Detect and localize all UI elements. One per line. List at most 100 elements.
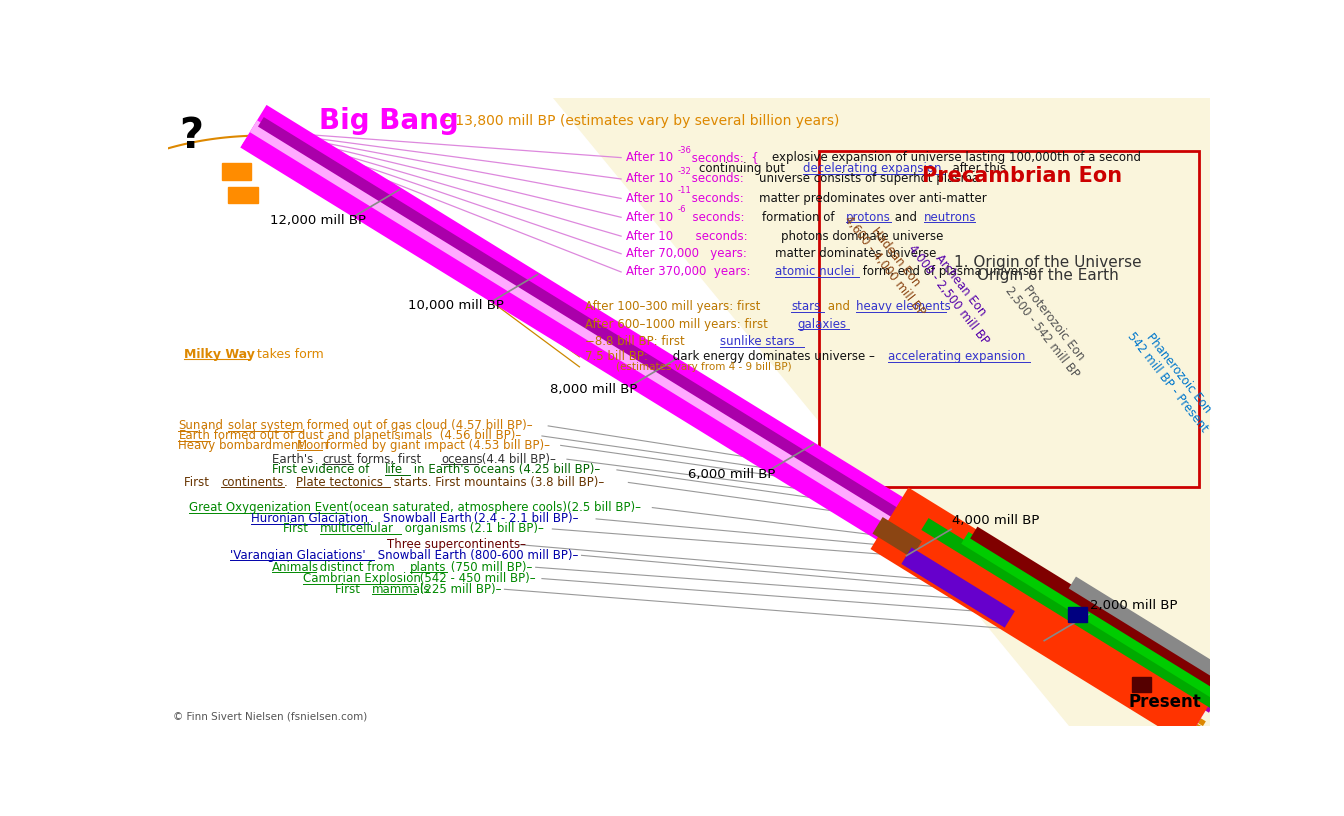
Text: (542 - 450 mill BP)–: (542 - 450 mill BP)– (415, 572, 535, 585)
Text: in Earth's oceans (4.25 bill BP)–: in Earth's oceans (4.25 bill BP)– (410, 463, 599, 477)
Text: and: and (824, 300, 853, 313)
Text: matter predominates over anti-matter: matter predominates over anti-matter (759, 192, 986, 205)
Text: 10,000 mill BP: 10,000 mill BP (409, 299, 504, 312)
Text: (750 mill BP)–: (750 mill BP)– (448, 561, 532, 574)
Text: and: and (891, 211, 921, 224)
Text: Archean Eon
4,000 - 2,500 mill BP: Archean Eon 4,000 - 2,500 mill BP (906, 233, 1003, 347)
Text: After 600–1000 mill years: first: After 600–1000 mill years: first (585, 317, 771, 330)
Text: formed out of gas cloud (4.57 bill BP)–: formed out of gas cloud (4.57 bill BP)– (304, 419, 534, 432)
Text: Great Oxygenization Event: Great Oxygenization Event (188, 501, 348, 514)
Text: solar system: solar system (228, 419, 304, 432)
Text: decelerating expansion: decelerating expansion (802, 162, 941, 175)
Text: Sun: Sun (179, 419, 200, 432)
Text: Animals: Animals (271, 561, 320, 574)
Text: After 10      seconds:: After 10 seconds: (626, 229, 755, 242)
Text: heavy elements: heavy elements (856, 300, 950, 313)
Text: (ocean saturated, atmosphere cools)(2.5 bill BP)–: (ocean saturated, atmosphere cools)(2.5 … (345, 501, 641, 514)
Text: Earth: Earth (179, 429, 210, 442)
Text: Earth's: Earth's (271, 453, 317, 466)
Text: Snowball Earth: Snowball Earth (383, 512, 472, 526)
Text: First evidence of: First evidence of (271, 463, 374, 477)
Text: protons: protons (847, 211, 891, 224)
Text: formation of: formation of (762, 211, 839, 224)
Text: Present: Present (1129, 694, 1202, 712)
Text: after this: after this (945, 162, 1005, 175)
Text: First: First (335, 583, 363, 596)
Text: 12,000 mill BP: 12,000 mill BP (270, 214, 366, 227)
Text: plants: plants (410, 561, 446, 574)
Text: (2.4 - 2.1 bill BP)–: (2.4 - 2.1 bill BP)– (470, 512, 578, 526)
Text: Proterozoic Eon
2,500 - 542 mill BP: Proterozoic Eon 2,500 - 542 mill BP (1003, 274, 1094, 380)
Text: seconds:: seconds: (688, 192, 751, 205)
Text: galaxies: galaxies (798, 317, 847, 330)
Text: First: First (184, 476, 212, 489)
Text: matter dominates universe: matter dominates universe (775, 247, 937, 260)
Text: organisms (2.1 bill BP)–: organisms (2.1 bill BP)– (402, 522, 544, 535)
Text: -36: -36 (677, 145, 692, 154)
Text: Phanerozoic Eon
542 mill BP - Present: Phanerozoic Eon 542 mill BP - Present (1125, 321, 1222, 435)
Text: 6,000 mill BP: 6,000 mill BP (688, 468, 775, 481)
Text: formed by giant impact (4.53 bill BP)–: formed by giant impact (4.53 bill BP)– (323, 439, 550, 452)
Text: Milky Way: Milky Way (184, 348, 254, 361)
Text: crust: crust (323, 453, 352, 466)
Text: Three supercontinents–: Three supercontinents– (387, 539, 526, 551)
Text: 4,000 mill BP: 4,000 mill BP (952, 514, 1039, 527)
Text: distinct from: distinct from (316, 561, 398, 574)
Bar (1068, 606, 1086, 622)
Text: mammals: mammals (372, 583, 430, 596)
Text: Precambrian Eon: Precambrian Eon (922, 166, 1122, 187)
Text: oceans: oceans (441, 453, 482, 466)
Text: 1. Origin of the Universe: 1. Origin of the Universe (954, 255, 1142, 270)
Text: After 100–300 mill years: first: After 100–300 mill years: first (585, 300, 763, 313)
Text: 'Varangian Glaciations': 'Varangian Glaciations' (231, 549, 366, 562)
Text: -6: -6 (677, 206, 687, 215)
Text: multicellular: multicellular (320, 522, 394, 535)
Text: neutrons: neutrons (923, 211, 976, 224)
Text: dark energy dominates universe –: dark energy dominates universe – (668, 350, 878, 363)
Text: After 10: After 10 (626, 172, 673, 185)
Text: (estimates vary from 4 - 9 bill BP): (estimates vary from 4 - 9 bill BP) (616, 361, 792, 372)
Text: (225 mill BP)–: (225 mill BP)– (415, 583, 501, 596)
Text: seconds:: seconds: (688, 172, 751, 185)
Text: sunlike stars: sunlike stars (720, 335, 794, 348)
Text: .: . (370, 512, 378, 526)
Text: 7.5 bill BP:: 7.5 bill BP: (585, 350, 652, 363)
Text: -32: -32 (677, 167, 692, 176)
Text: seconds:: seconds: (684, 211, 751, 224)
Text: .: . (284, 476, 292, 489)
Text: formed out of dust and planetisimals  (4.56 bill BP)–: formed out of dust and planetisimals (4.… (210, 429, 521, 442)
Text: Origin of the Earth: Origin of the Earth (977, 268, 1120, 282)
Text: continuing but: continuing but (699, 162, 793, 175)
Text: stars: stars (792, 300, 821, 313)
Text: starts. First mountains (3.8 bill BP)–: starts. First mountains (3.8 bill BP)– (390, 476, 603, 489)
Text: -11: -11 (677, 186, 692, 195)
Text: seconds:  {: seconds: { (688, 151, 762, 164)
Bar (228, 187, 258, 203)
Text: – 13,800 mill BP (estimates vary by several billion years): – 13,800 mill BP (estimates vary by seve… (444, 114, 840, 128)
Text: accelerating expansion: accelerating expansion (888, 350, 1025, 363)
Text: continents: continents (222, 476, 284, 489)
Text: Big Bang: Big Bang (319, 107, 458, 135)
Text: After 370,000  years:: After 370,000 years: (626, 265, 758, 278)
Text: universe consists of superhot plasma: universe consists of superhot plasma (759, 172, 980, 185)
Text: Huronian Glaciation: Huronian Glaciation (251, 512, 368, 526)
Bar (222, 163, 251, 180)
Text: photons dominate universe: photons dominate universe (781, 229, 943, 242)
Text: First: First (282, 522, 312, 535)
Text: Snowball Earth (800-600 mill BP)–: Snowball Earth (800-600 mill BP)– (374, 549, 579, 562)
Text: Cambrian Explosion: Cambrian Explosion (304, 572, 421, 585)
Text: Plate tectonics: Plate tectonics (296, 476, 383, 489)
Text: © Finn Sivert Nielsen (fsnielsen.com): © Finn Sivert Nielsen (fsnielsen.com) (173, 712, 367, 721)
Bar (818, 151, 1199, 487)
Text: After 10: After 10 (626, 192, 673, 205)
Text: takes form: takes form (254, 348, 324, 361)
Text: Moon: Moon (297, 439, 329, 452)
Text: life: life (384, 463, 403, 477)
Text: 8,000 mill BP: 8,000 mill BP (550, 384, 637, 397)
Text: ?: ? (179, 114, 203, 157)
Text: (4.4 bill BP)–: (4.4 bill BP)– (478, 453, 556, 466)
Text: 2,000 mill BP: 2,000 mill BP (1090, 599, 1177, 612)
Text: After 10: After 10 (626, 211, 673, 224)
Text: forms, first: forms, first (353, 453, 426, 466)
Text: After 70,000   years:: After 70,000 years: (626, 247, 755, 260)
